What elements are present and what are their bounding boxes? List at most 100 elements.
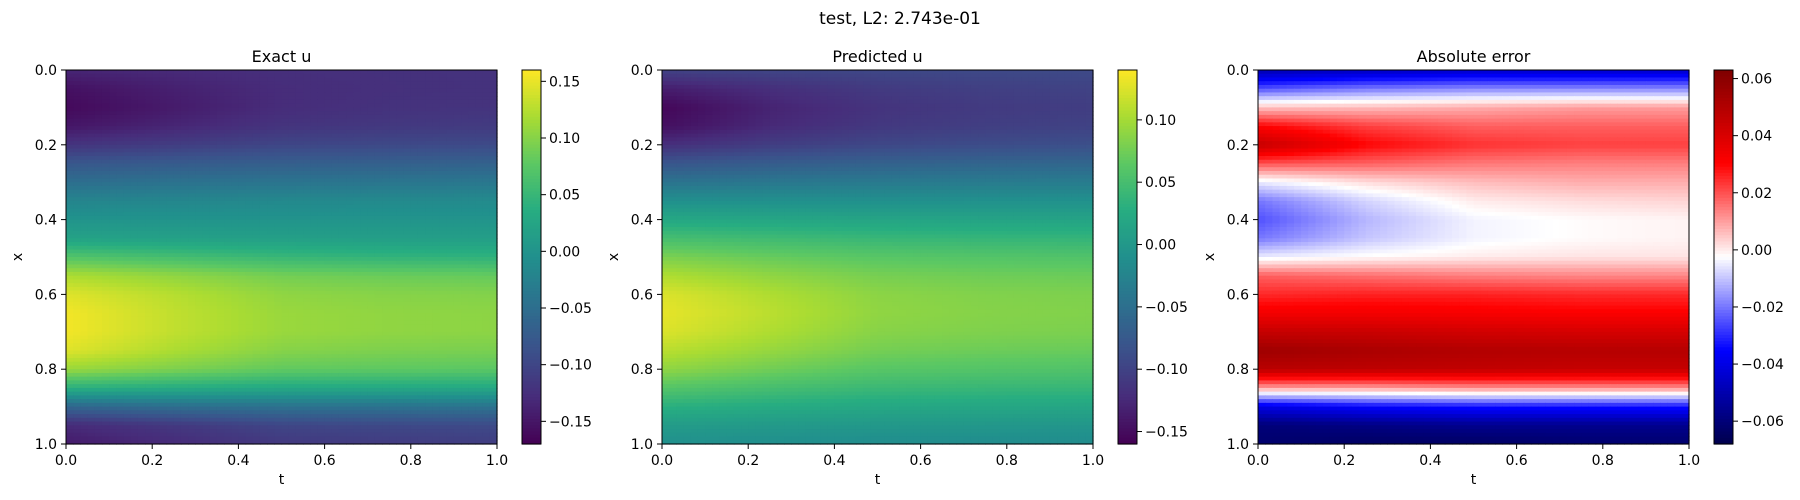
heatmap-cell (367, 354, 376, 359)
heatmap-cell (461, 298, 469, 303)
heatmap-cell (410, 357, 419, 363)
heatmap-cell (331, 294, 340, 299)
heatmap-cell (475, 335, 484, 340)
heatmap-cell (403, 357, 412, 363)
heatmap-cell (188, 133, 196, 138)
heatmap-cell (188, 320, 196, 325)
heatmap-cell (482, 365, 491, 370)
heatmap-cell (87, 245, 96, 251)
heatmap-cell (382, 81, 390, 86)
heatmap-cell (346, 144, 354, 150)
heatmap-cell (367, 320, 376, 325)
heatmap-cell (453, 200, 462, 206)
heatmap-cell (116, 257, 125, 262)
heatmap-cell (360, 346, 369, 352)
heatmap-cell (209, 354, 218, 359)
heatmap-cell (180, 193, 189, 198)
heatmap-cell (360, 301, 369, 307)
heatmap-cell (403, 185, 412, 191)
heatmap-cell (209, 193, 218, 198)
heatmap-cell (94, 129, 103, 135)
heatmap-cell (417, 200, 426, 206)
heatmap-cell (338, 242, 347, 247)
heatmap-cell (338, 174, 347, 180)
heatmap-cell (224, 185, 232, 191)
heatmap-cell (281, 107, 290, 112)
heatmap-cell (202, 133, 211, 138)
heatmap-cell (152, 182, 160, 187)
heatmap-cell (417, 339, 426, 344)
heatmap-cell (238, 148, 247, 153)
heatmap-cell (439, 81, 448, 86)
heatmap-cell (231, 313, 239, 318)
heatmap-cell (224, 159, 232, 165)
heatmap-cell (238, 230, 247, 236)
heatmap-cell (317, 159, 326, 165)
heatmap-cell (432, 92, 441, 97)
heatmap-cell (87, 144, 96, 150)
heatmap-cell (188, 189, 196, 195)
heatmap-cell (238, 114, 247, 120)
heatmap-cell (152, 376, 160, 382)
heatmap-cell (87, 227, 96, 232)
heatmap-cell (425, 212, 433, 217)
heatmap-cell (116, 242, 125, 247)
heatmap-cell (159, 92, 168, 97)
heatmap-cell (396, 234, 405, 239)
heatmap-cell (145, 144, 153, 150)
heatmap-cell (489, 178, 498, 183)
heatmap-cell (396, 163, 405, 168)
heatmap-cell (389, 126, 398, 131)
heatmap-cell (461, 290, 469, 295)
heatmap-cell (425, 260, 433, 266)
heatmap-cell (209, 245, 218, 251)
heatmap-cell (360, 309, 369, 314)
heatmap-cell (274, 122, 283, 127)
heatmap-cell (145, 257, 153, 262)
heatmap-cell (295, 122, 304, 127)
heatmap-cell (216, 148, 225, 153)
heatmap-cell (180, 141, 189, 146)
heatmap-cell (367, 357, 376, 363)
heatmap-cell (475, 260, 484, 266)
heatmap-cell (446, 174, 455, 180)
heatmap-cell (267, 111, 275, 116)
heatmap-cell (338, 271, 347, 277)
heatmap-cell (317, 301, 326, 307)
heatmap-cell (403, 103, 412, 108)
heatmap-cell (475, 167, 484, 172)
heatmap-cell (338, 129, 347, 135)
heatmap-cell (389, 264, 398, 269)
heatmap-cell (166, 309, 175, 314)
heatmap-cell (367, 234, 376, 239)
heatmap-cell (389, 257, 398, 262)
heatmap-cell (252, 257, 261, 262)
heatmap-cell (461, 70, 469, 75)
heatmap-cell (432, 260, 441, 266)
heatmap-cell (252, 350, 261, 355)
heatmap-cell (73, 238, 81, 243)
heatmap-cell (166, 167, 175, 172)
heatmap-cell (453, 357, 462, 363)
heatmap-cell (317, 185, 326, 191)
heatmap-cell (123, 253, 132, 258)
heatmap-cell (446, 107, 455, 112)
heatmap-cell (224, 96, 232, 101)
heatmap-cell (338, 159, 347, 165)
heatmap-cell (482, 249, 491, 254)
heatmap-cell (173, 238, 182, 243)
heatmap-cell (389, 324, 398, 329)
heatmap-cell (446, 294, 455, 299)
heatmap-cell (403, 73, 412, 79)
heatmap-cell (453, 111, 462, 116)
heatmap-cell (80, 316, 89, 322)
heatmap-cell (382, 372, 390, 378)
heatmap-cell (173, 320, 182, 325)
heatmap-cell (461, 182, 469, 187)
heatmap-cell (73, 219, 81, 224)
heatmap-cell (360, 144, 369, 150)
heatmap-cell (367, 365, 376, 370)
heatmap-cell (417, 73, 426, 79)
heatmap-cell (453, 238, 462, 243)
heatmap-cell (259, 361, 268, 367)
